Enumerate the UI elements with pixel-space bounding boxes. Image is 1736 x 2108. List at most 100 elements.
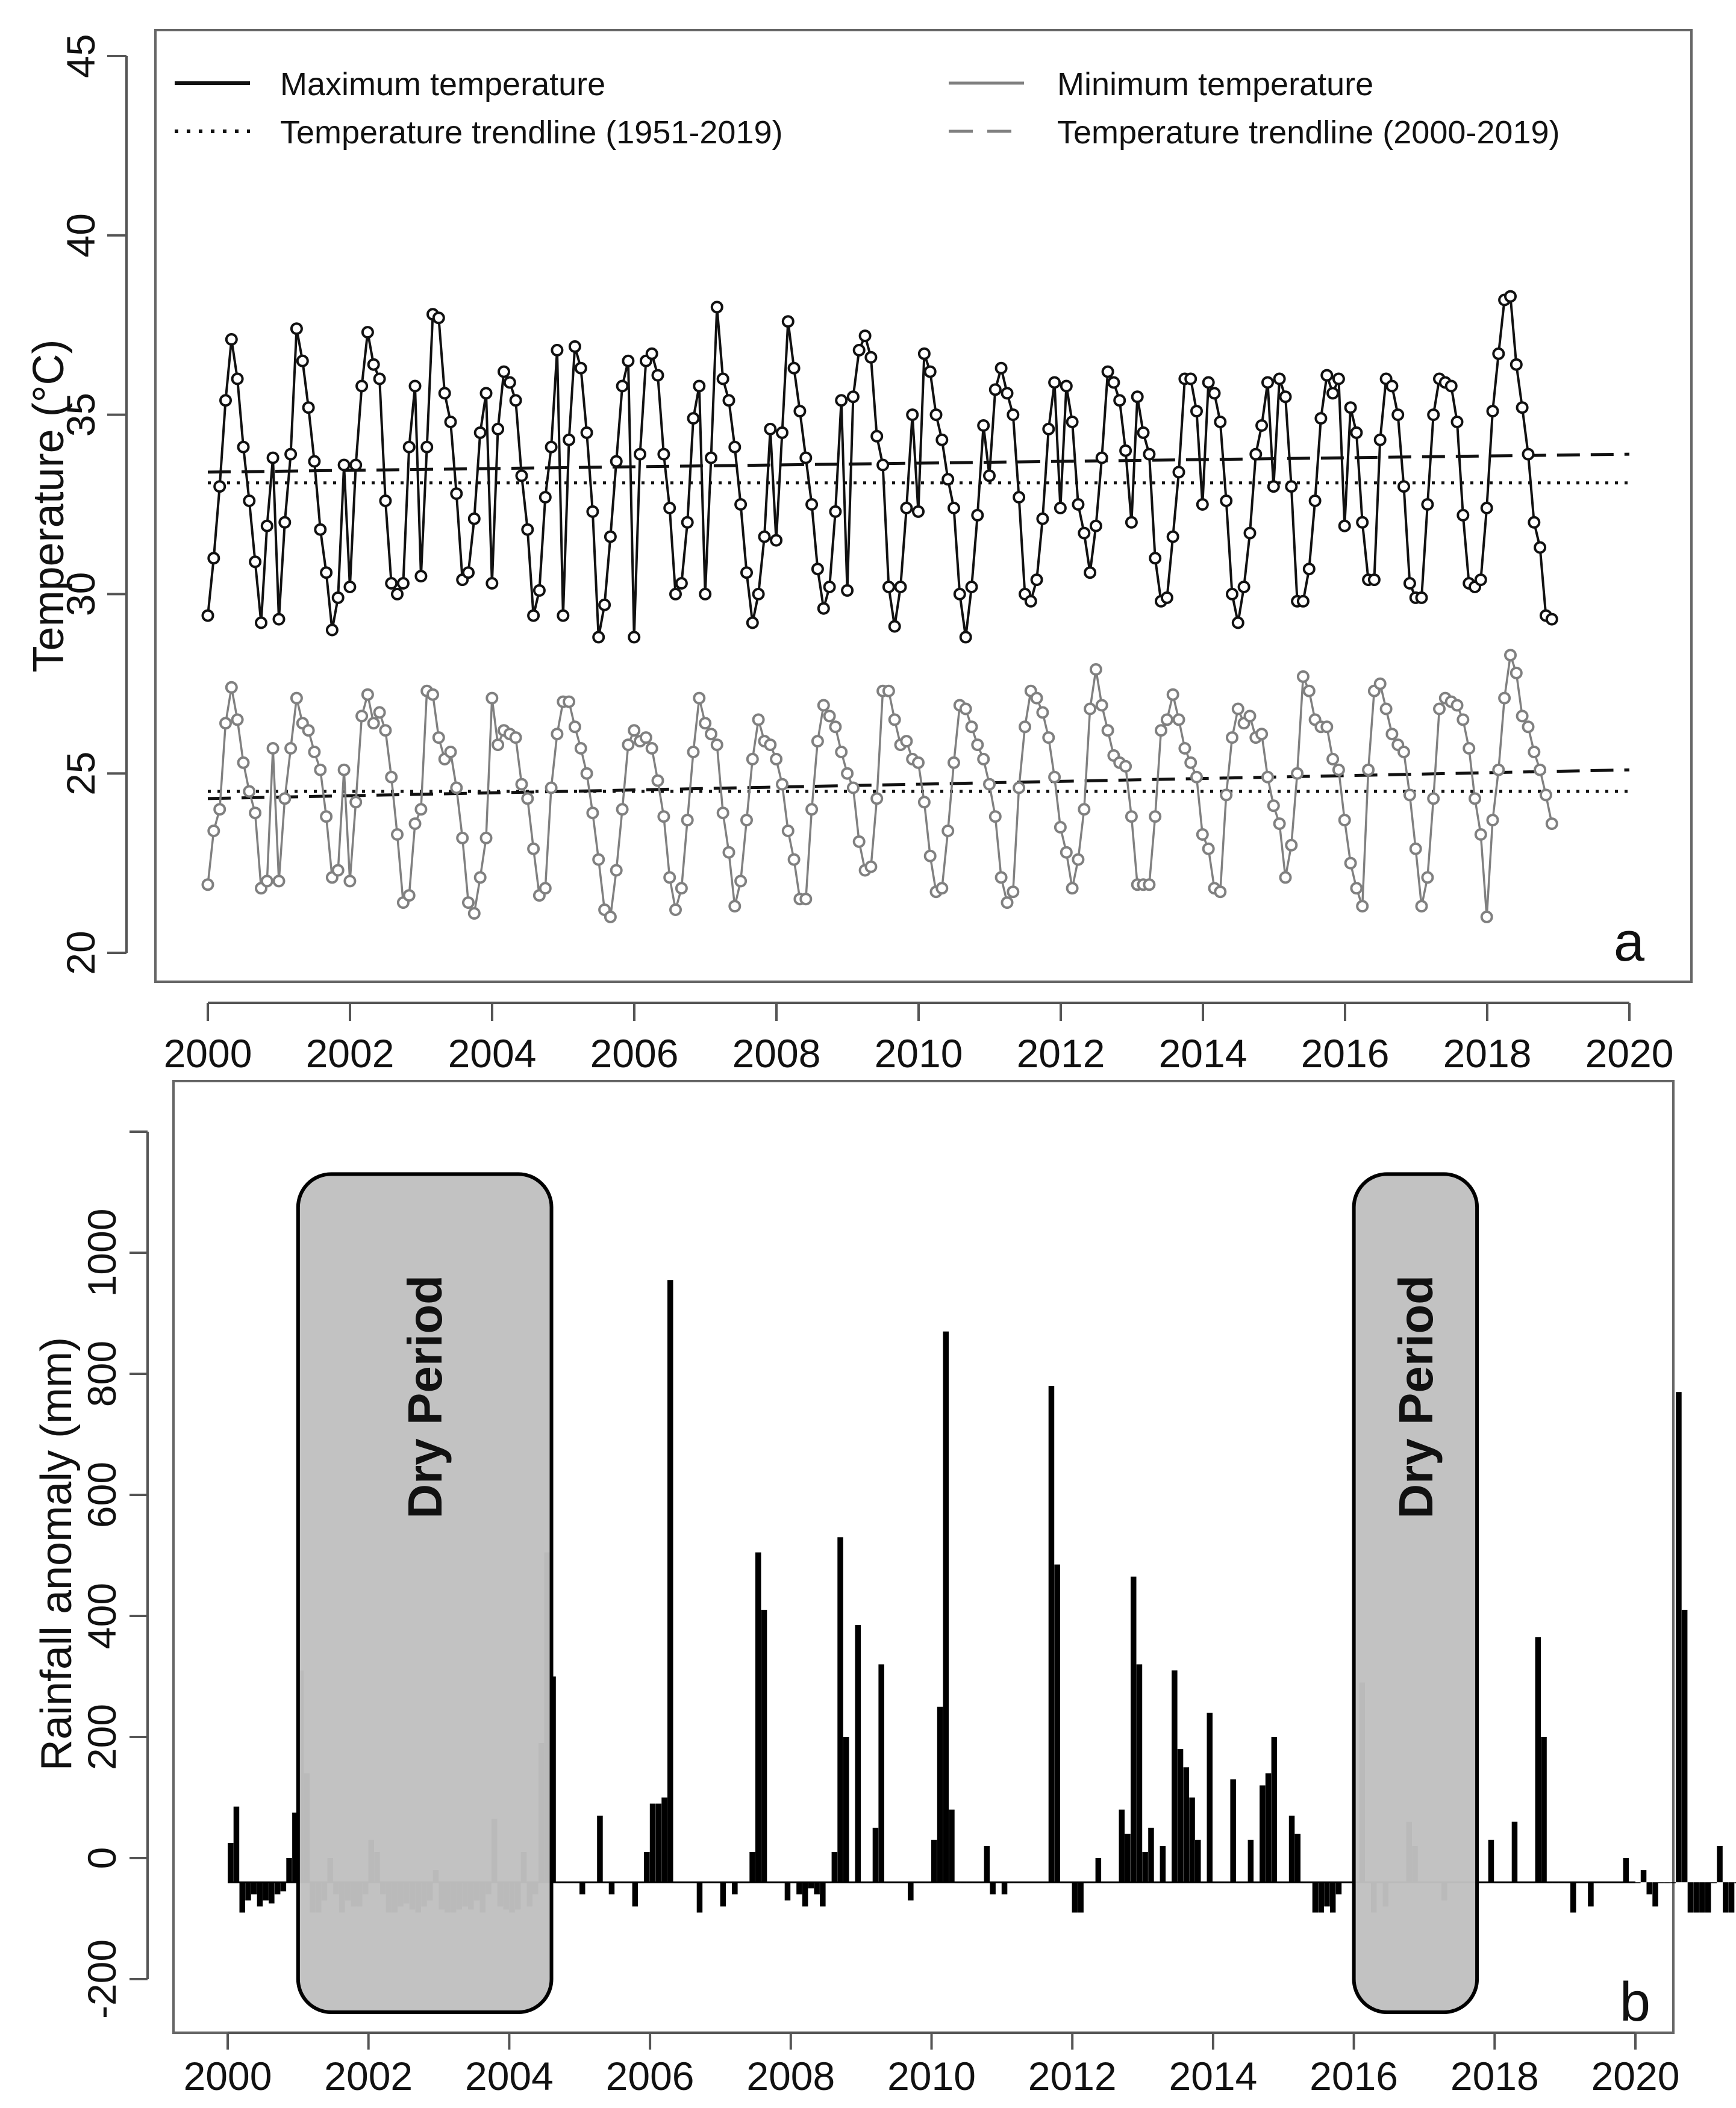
min-temperature-point [1184,756,1197,769]
min-temperature-point [1539,788,1552,802]
min-temperature-point [586,806,599,820]
min-temperature-point [320,810,333,823]
rainfall-anomaly-bar [814,1882,820,1895]
min-temperature-point [1178,742,1191,755]
max-temperature-point [610,455,623,468]
max-temperature-point [852,343,866,357]
rainfall-anomaly-bar [1260,1785,1266,1883]
min-temperature-point [473,871,487,884]
min-temperature-point [941,825,955,837]
min-temperature-point [687,746,700,758]
trendline-dashed [207,768,1630,800]
rainfall-anomaly-bar [1207,1712,1213,1883]
rainfall-anomaly-bar [1324,1882,1330,1907]
rainfall-anomaly-bar [245,1882,251,1901]
max-temperature-point [776,426,788,439]
max-temperature-point [1308,494,1322,507]
max-temperature-point [1326,387,1340,400]
max-temperature-point [1415,591,1428,604]
max-temperature-point [1356,516,1369,529]
min-temperature-point [829,720,842,734]
rainfall-anomaly-bar [1734,1882,1736,1883]
max-temperature-point [929,408,943,422]
min-temperature-point [373,706,386,719]
max-temperature-point [1131,390,1144,404]
max-temperature-point [1450,416,1464,428]
min-temperature-point [1356,900,1369,913]
rainfall-anomaly-bar [1723,1882,1729,1913]
rainfall-anomaly-bar [1335,1882,1342,1895]
min-temperature-point [776,778,788,791]
min-temperature-point [1190,770,1203,784]
rainfall-anomaly-bar [820,1882,826,1907]
panel-a-x-tick-label: 2018 [1443,1031,1532,1076]
min-temperature-point [207,825,220,837]
min-temperature-point [888,713,901,726]
max-temperature-point [657,447,670,461]
min-temperature-point [1409,842,1422,855]
rainfall-anomaly-bar [1318,1882,1324,1913]
max-temperature-point [1214,416,1227,428]
min-temperature-point [1255,728,1269,741]
max-temperature-point [498,365,510,378]
max-temperature-point [521,523,534,536]
max-temperature-point [231,372,244,385]
min-temperature-point [752,713,765,726]
max-temperature-point [361,326,374,339]
max-temperature-point [1220,494,1233,507]
min-temperature-point [1095,699,1108,712]
min-temperature-point [1474,828,1487,841]
rainfall-anomaly-bar [761,1609,767,1883]
max-temperature-point [486,577,499,590]
min-temperature-point [663,871,676,884]
max-temperature-point [586,505,599,518]
max-temperature-point [1226,587,1238,600]
max-temperature-point [781,315,795,328]
rainfall-anomaly-bar [1160,1845,1166,1883]
rainfall-anomaly-bar [1570,1882,1576,1913]
rainfall-anomaly-bar [1131,1576,1137,1883]
panel-b-x-tick-label: 2000 [184,2054,272,2098]
min-temperature-point [1480,910,1493,923]
max-temperature-point [994,361,1008,375]
min-temperature-point [237,756,250,769]
min-temperature-point [1332,763,1345,776]
min-temperature-point [1291,767,1304,780]
min-temperature-point [361,688,374,701]
max-temperature-point [900,502,913,514]
max-temperature-point [1403,577,1416,590]
rainfall-anomaly-bar [843,1737,849,1883]
max-temperature-point [651,369,664,382]
max-temperature-point [385,577,398,590]
min-temperature-point [1516,709,1529,723]
min-temperature-point [367,717,380,730]
min-temperature-point [669,903,682,916]
min-temperature-point [1172,713,1185,726]
max-temperature-point [1143,447,1156,461]
rainfall-anomaly-bar [1635,1882,1641,1883]
dry-period-box-2: Dry Period [1352,1172,1479,2014]
rainfall-anomaly-bar [251,1882,257,1895]
min-temperature-point [675,882,688,895]
max-temperature-point [509,394,522,407]
min-temperature-point [1048,770,1061,784]
min-temperature-point [1261,770,1274,784]
max-temperature-point [829,505,842,518]
max-temperature-point [551,343,564,357]
rainfall-anomaly-bar [1265,1773,1272,1883]
min-temperature-point [456,831,469,844]
max-temperature-point [817,602,830,615]
dry-period-box-2-shape [1352,1172,1479,2014]
max-temperature-point [728,440,742,454]
rainfall-anomaly-bar [1652,1882,1658,1907]
max-temperature-point [965,581,978,593]
min-temperature-point [1421,871,1434,884]
panel-a-x-tick-label: 2000 [164,1031,252,1076]
min-temperature-point [1066,882,1079,895]
max-temperature-point [331,591,345,604]
min-temperature-point [1498,691,1511,705]
rainfall-anomaly-bar [1048,1386,1055,1883]
max-temperature-point [710,301,723,314]
min-temperature-point [988,810,1002,823]
max-temperature-point [580,426,593,439]
